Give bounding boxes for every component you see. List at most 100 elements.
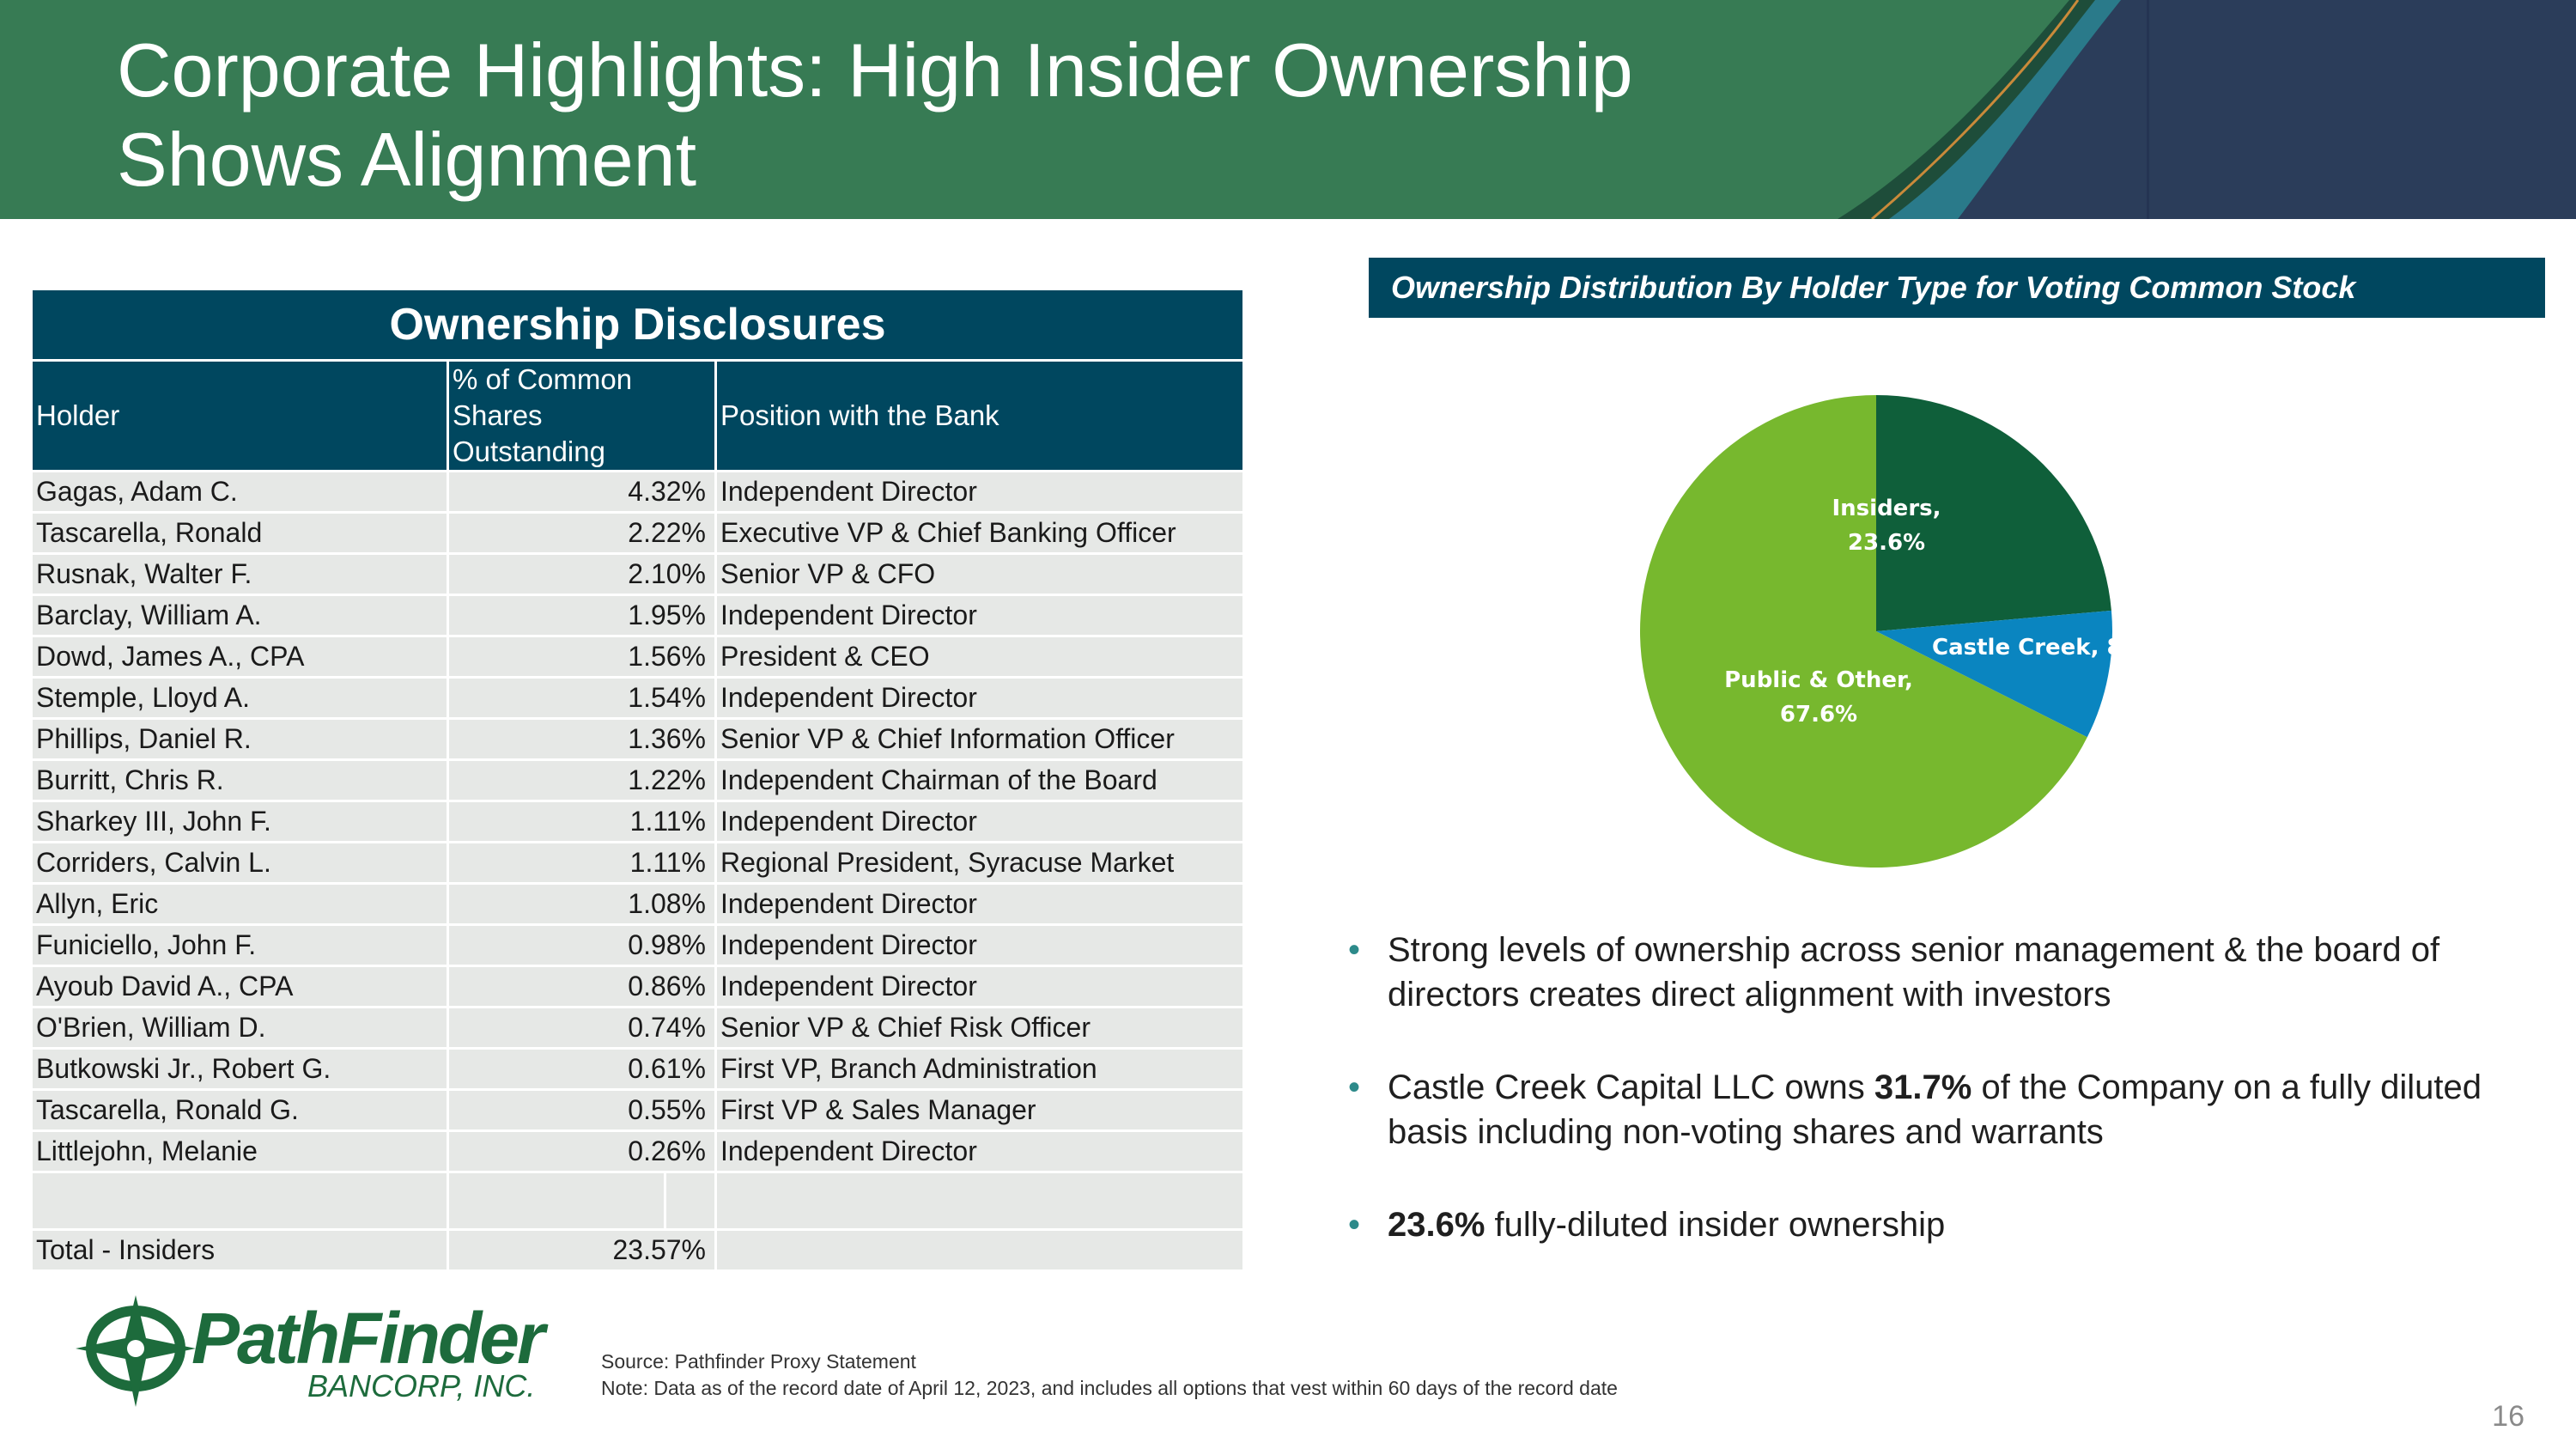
- table-row: Sharkey III, John F. 1.11% Independent Dir…: [33, 802, 1243, 841]
- cell-position: Regional President, Syracuse Market: [717, 843, 1243, 882]
- cell-holder: O'Brien, William D.: [33, 1008, 447, 1047]
- table-row: Funiciello, John F. 0.98% Independent Dire…: [33, 926, 1243, 965]
- table-row: Allyn, Eric 1.08% Independent Director: [33, 885, 1243, 923]
- cell-holder: Burritt, Chris R.: [33, 761, 447, 800]
- cell-position: Independent Director: [717, 596, 1243, 635]
- source-note: Source: Pathfinder Proxy Statement Note:…: [601, 1349, 1618, 1402]
- table-row: Phillips, Daniel R. 1.36% Senior VP & Chie…: [33, 720, 1243, 758]
- total-pct: 23.57%: [449, 1231, 714, 1269]
- cell-holder: Rusnak, Walter F.: [33, 555, 447, 594]
- table-row: O'Brien, William D. 0.74% Senior VP & Chie…: [33, 1008, 1243, 1047]
- table-spacer-row: [33, 1173, 1243, 1228]
- cell-pct: 1.22%: [449, 761, 714, 800]
- header-pct: % of Common Shares Outstanding: [449, 362, 714, 470]
- total-label: Total - Insiders: [33, 1231, 447, 1269]
- logo-subtitle: BANCORP, INC.: [307, 1368, 536, 1403]
- cell-holder: Dowd, James A., CPA: [33, 637, 447, 676]
- compass-icon: [76, 1295, 196, 1407]
- pathfinder-logo: PathFinder BANCORP, INC.: [76, 1295, 556, 1407]
- header-holder: Holder: [33, 362, 447, 470]
- bullet-item: Strong levels of ownership across senior…: [1345, 928, 2530, 1017]
- cell-pct: 1.56%: [449, 637, 714, 676]
- table-row: Tascarella, Ronald 2.22% Executive VP & Ch…: [33, 514, 1243, 552]
- cell-holder: Allyn, Eric: [33, 885, 447, 923]
- cell-holder: Tascarella, Ronald G.: [33, 1091, 447, 1129]
- cell-pct: 4.32%: [449, 472, 714, 511]
- header-banner: Corporate Highlights: High Insider Owner…: [0, 0, 2576, 219]
- table-row: Littlejohn, Melanie 0.26% Independent Dire…: [33, 1132, 1243, 1171]
- cell-pct: 2.22%: [449, 514, 714, 552]
- table-row: Gagas, Adam C. 4.32% Independent Director: [33, 472, 1243, 511]
- cell-pct: 0.74%: [449, 1008, 714, 1047]
- empty-cell: [717, 1173, 1243, 1228]
- note-line: Note: Data as of the record date of Apri…: [601, 1377, 1618, 1399]
- cell-pct: 1.36%: [449, 720, 714, 758]
- cell-position: Independent Director: [717, 967, 1243, 1006]
- empty-cell: [449, 1173, 664, 1228]
- empty-cell: [666, 1173, 714, 1228]
- logo-name: PathFinder: [191, 1298, 545, 1379]
- cell-position: Senior VP & Chief Information Officer: [717, 720, 1243, 758]
- cell-position: Independent Director: [717, 679, 1243, 717]
- bullet-list: Strong levels of ownership across senior…: [1345, 928, 2530, 1295]
- pie-label: Insiders, 23.6%: [1832, 496, 1941, 556]
- cell-pct: 2.10%: [449, 555, 714, 594]
- pie-slice-castle-creek: [1876, 610, 2112, 738]
- cell-position: President & CEO: [717, 637, 1243, 676]
- cell-position: Independent Director: [717, 885, 1243, 923]
- pie-label: Castle Creek, 8.8%: [1932, 635, 2147, 661]
- table-row: Dowd, James A., CPA 1.56% President & CEO: [33, 637, 1243, 676]
- cell-holder: Tascarella, Ronald: [33, 514, 447, 552]
- cell-pct: 0.86%: [449, 967, 714, 1006]
- cell-pct: 0.61%: [449, 1050, 714, 1088]
- ownership-pie-chart: Insiders, 23.6% Castle Creek, 8.8% Public &…: [1614, 378, 2147, 893]
- page-title: Corporate Highlights: High Insider Owner…: [117, 27, 1633, 202]
- cell-pct: 1.08%: [449, 885, 714, 923]
- header-decoration: [1838, 0, 2576, 219]
- pie-label: Public & Other, 67.6%: [1724, 667, 1913, 728]
- page-number: 16: [2492, 1400, 2524, 1433]
- total-empty: [717, 1231, 1243, 1269]
- table-row: Stemple, Lloyd A. 1.54% Independent Direct…: [33, 679, 1243, 717]
- table-row: Tascarella, Ronald G. 0.55% First VP & Sal…: [33, 1091, 1243, 1129]
- cell-pct: 1.11%: [449, 802, 714, 841]
- table-row: Barclay, William A. 1.95% Independent Dire…: [33, 596, 1243, 635]
- pie-svg: Insiders, 23.6% Castle Creek, 8.8% Public &…: [1640, 395, 2147, 868]
- cell-holder: Phillips, Daniel R.: [33, 720, 447, 758]
- cell-position: Senior VP & Chief Risk Officer: [717, 1008, 1243, 1047]
- cell-holder: Funiciello, John F.: [33, 926, 447, 965]
- cell-position: Independent Director: [717, 802, 1243, 841]
- cell-pct: 0.26%: [449, 1132, 714, 1171]
- cell-position: Independent Director: [717, 1132, 1243, 1171]
- cell-holder: Stemple, Lloyd A.: [33, 679, 447, 717]
- header-position: Position with the Bank: [717, 362, 1243, 470]
- cell-pct: 0.98%: [449, 926, 714, 965]
- cell-holder: Sharkey III, John F.: [33, 802, 447, 841]
- cell-position: Senior VP & CFO: [717, 555, 1243, 594]
- cell-holder: Barclay, William A.: [33, 596, 447, 635]
- pie-chart-title: Ownership Distribution By Holder Type fo…: [1369, 258, 2545, 318]
- cell-pct: 1.54%: [449, 679, 714, 717]
- bullet-item: Castle Creek Capital LLC owns 31.7% of t…: [1345, 1065, 2530, 1154]
- cell-position: First VP & Sales Manager: [717, 1091, 1243, 1129]
- cell-position: Executive VP & Chief Banking Officer: [717, 514, 1243, 552]
- cell-position: Independent Director: [717, 472, 1243, 511]
- empty-cell: [33, 1173, 447, 1228]
- table-row: Ayoub David A., CPA 0.86% Independent Dire…: [33, 967, 1243, 1006]
- bullet-item: 23.6% fully-diluted insider ownership: [1345, 1202, 2530, 1247]
- table-total-row: Total - Insiders 23.57%: [33, 1231, 1243, 1269]
- cell-pct: 0.55%: [449, 1091, 714, 1129]
- table-row: Rusnak, Walter F. 2.10% Senior VP & CFO: [33, 555, 1243, 594]
- cell-holder: Corriders, Calvin L.: [33, 843, 447, 882]
- ownership-table: Ownership Disclosures Holder % of Common…: [33, 290, 1243, 1269]
- cell-position: Independent Director: [717, 926, 1243, 965]
- cell-holder: Gagas, Adam C.: [33, 472, 447, 511]
- table-row: Burritt, Chris R. 1.22% Independent Chairm…: [33, 761, 1243, 800]
- cell-position: Independent Chairman of the Board: [717, 761, 1243, 800]
- pie-slice-public-other: [1640, 395, 2087, 868]
- table-row: Corriders, Calvin L. 1.11% Regional Presid…: [33, 843, 1243, 882]
- table-title: Ownership Disclosures: [33, 290, 1243, 359]
- cell-pct: 1.95%: [449, 596, 714, 635]
- cell-holder: Ayoub David A., CPA: [33, 967, 447, 1006]
- source-line: Source: Pathfinder Proxy Statement: [601, 1350, 916, 1373]
